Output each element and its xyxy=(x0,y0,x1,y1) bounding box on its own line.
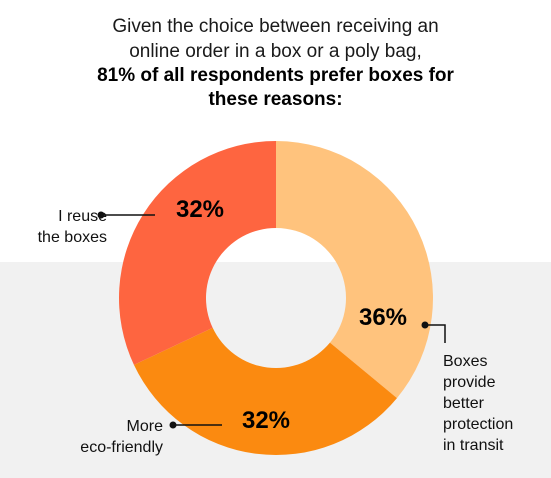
chart-title: Given the choice between receiving an on… xyxy=(0,14,551,112)
value-labels: 36% 32% 32% xyxy=(176,196,407,434)
value-label-reuse: 32% xyxy=(176,196,224,223)
leader-line-protection xyxy=(425,324,446,343)
title-line-4: these reasons: xyxy=(208,89,343,110)
title-line-3: 81% of all respondents prefer boxes for xyxy=(97,65,454,86)
slice-reuse xyxy=(118,141,276,365)
value-label-eco: 32% xyxy=(242,407,290,434)
slice-eco xyxy=(133,327,397,455)
leader-dot-eco xyxy=(169,421,177,429)
leader-lines xyxy=(97,211,446,429)
category-label-eco: More eco-friendly xyxy=(80,418,163,456)
value-label-protection: 36% xyxy=(359,304,407,331)
slices-group xyxy=(118,141,433,455)
category-label-protection: Boxes provide better protection in trans… xyxy=(443,353,514,454)
leader-dot-reuse xyxy=(97,211,105,219)
title-line-1: Given the choice between receiving an xyxy=(112,16,439,37)
category-label-reuse: I reuse the boxes xyxy=(37,208,107,246)
leader-dot-protection xyxy=(421,321,429,329)
slice-protection xyxy=(276,141,433,399)
title-line-2: online order in a box or a poly bag, xyxy=(129,41,422,62)
